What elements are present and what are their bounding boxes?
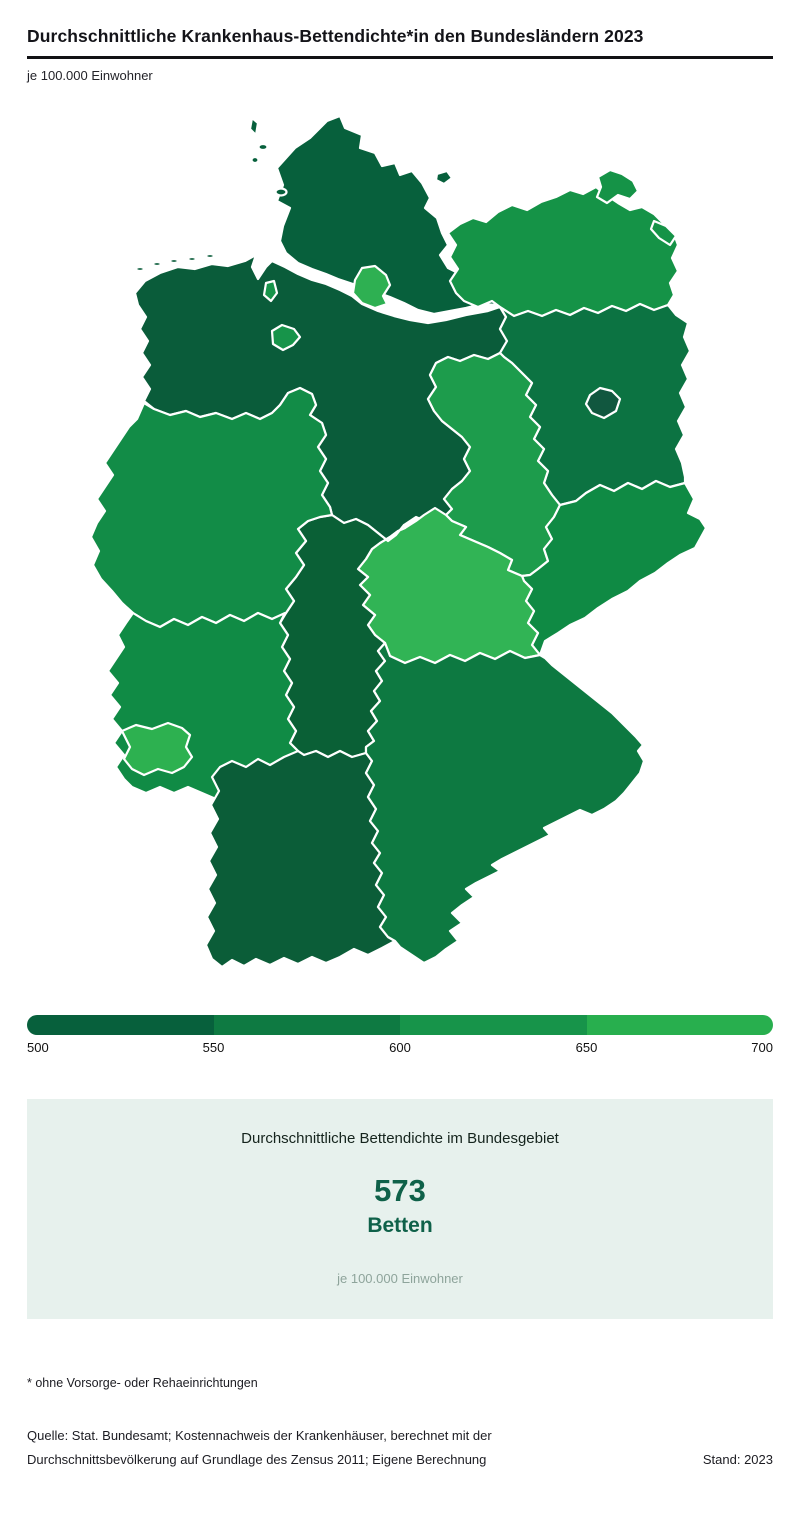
island-east-frisian-2[interactable] [151,260,163,267]
average-caption: je 100.000 Einwohner [337,1270,463,1286]
state-bremen-bremerhaven[interactable] [262,279,279,302]
average-value: 573 [374,1172,426,1208]
island-amrum[interactable] [250,155,260,164]
source-line-1: Quelle: Stat. Bundesamt; Kostennachweis … [27,1427,492,1443]
title-divider [27,56,773,59]
national-average-box: Durchschnittliche Bettendichte im Bundes… [27,1098,773,1319]
legend-segment-650-700 [586,1014,773,1035]
source-row: Quelle: Stat. Bundesamt; Kostennachweis … [27,1424,773,1472]
source-line-2: Durchschnittsbevölkerung auf Grundlage d… [27,1451,487,1467]
island-usedom[interactable] [649,219,678,246]
state-berlin[interactable] [584,386,622,419]
legend-tick-550: 550 [202,1039,225,1055]
stand-label: Stand: 2023 [702,1451,773,1467]
island-east-frisian-5[interactable] [204,252,216,259]
state-hamburg[interactable] [351,264,392,309]
island-ruegen[interactable] [595,168,640,204]
source-text: Quelle: Stat. Bundesamt; Kostennachweis … [27,1424,492,1472]
legend-segment-550-600 [213,1014,400,1035]
box-title: Durchschnittliche Bettendichte im Bundes… [241,1129,559,1147]
average-unit: Betten [367,1213,433,1237]
island-east-frisian-4[interactable] [186,255,198,262]
state-bremen[interactable] [270,323,302,351]
legend-tick-700: 700 [751,1039,773,1055]
island-east-frisian-3[interactable] [168,257,180,264]
legend-segment-500-550 [27,1014,214,1035]
island-foehr[interactable] [257,142,269,151]
state-nordrhein-westfalen[interactable] [89,386,334,628]
legend-tick-500: 500 [27,1039,49,1055]
island-sylt[interactable] [248,116,260,136]
footnote: * ohne Vorsorge- oder Rehaeinrichtungen [27,1375,258,1390]
legend-segment-600-650 [400,1014,587,1035]
island-east-frisian-1[interactable] [134,265,146,272]
page-subtitle: je 100.000 Einwohner [27,67,153,83]
state-bayern[interactable] [364,641,646,964]
map-svg [89,114,708,968]
legend-tick-650: 650 [575,1039,598,1055]
state-baden-wuerttemberg[interactable] [204,749,397,968]
state-sachsen[interactable] [520,479,708,656]
legend-tick-600: 600 [389,1039,411,1055]
color-scale-legend: 500 550 600 650 700 [27,1014,773,1058]
page-title: Durchschnittliche Krankenhaus-Bettendich… [27,26,644,46]
legend-gradient-bar [27,1014,773,1035]
state-mecklenburg-vorpommern[interactable] [446,185,680,317]
germany-choropleth-map [0,83,800,1003]
state-saarland[interactable] [120,721,194,776]
island-fehmarn[interactable] [434,169,454,185]
legend-tick-labels: 500 550 600 650 700 [27,1040,773,1058]
island-nordstrand[interactable] [274,186,288,197]
